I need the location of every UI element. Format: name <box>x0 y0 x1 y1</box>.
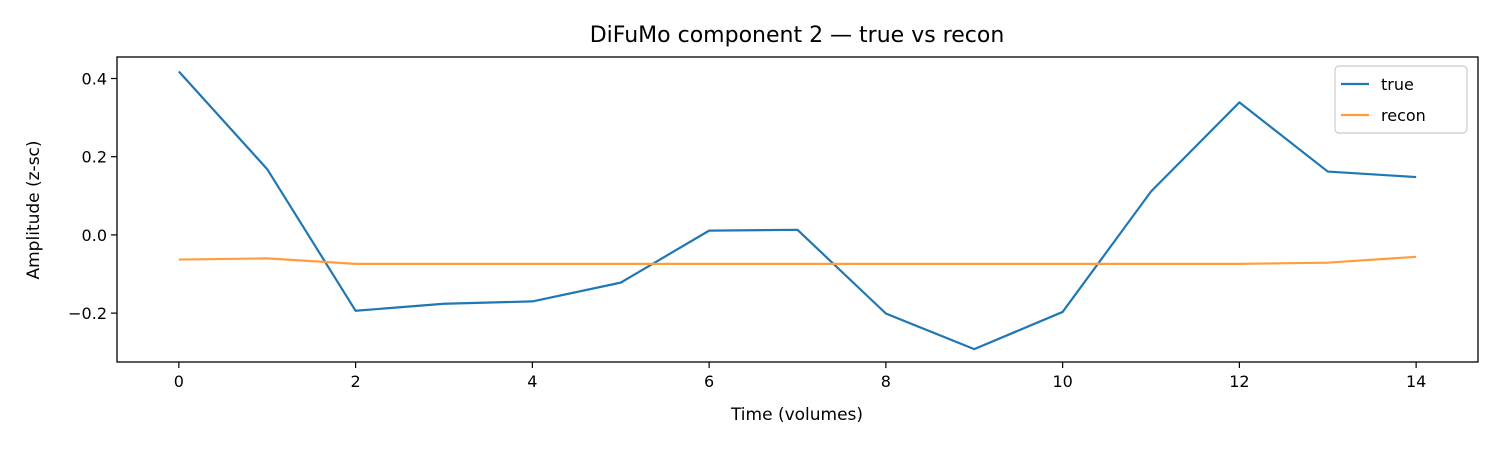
x-axis-label: Time (volumes) <box>730 405 863 425</box>
y-axis-label: Amplitude (z-sc) <box>24 140 44 279</box>
y-tick-label: 0.4 <box>82 70 107 89</box>
legend-label-true: true <box>1381 75 1414 94</box>
plot-area <box>116 56 1479 363</box>
y-tick-label: 0.2 <box>82 148 107 167</box>
x-tick-label: 4 <box>527 372 537 391</box>
x-tick-label: 12 <box>1229 372 1249 391</box>
legend-label-recon: recon <box>1381 106 1426 125</box>
x-tick-label: 0 <box>174 372 184 391</box>
y-tick-label: 0.0 <box>82 226 107 245</box>
y-tick-label: −0.2 <box>68 304 107 323</box>
legend: true recon <box>1334 65 1468 134</box>
x-tick-label: 8 <box>881 372 891 391</box>
y-axis: −0.2 0.0 0.2 0.4 <box>68 70 117 323</box>
chart-title: DiFuMo component 2 — true vs recon <box>590 23 1005 48</box>
axes-frame <box>116 56 1479 363</box>
x-tick-label: 14 <box>1406 372 1426 391</box>
legend-box <box>1334 65 1468 134</box>
x-axis: 0 2 4 6 8 10 12 14 <box>174 362 1426 391</box>
x-tick-label: 2 <box>351 372 361 391</box>
series-line-true <box>178 70 1417 351</box>
series-line-recon <box>178 255 1417 265</box>
x-tick-label: 6 <box>704 372 714 391</box>
x-tick-label: 10 <box>1052 372 1072 391</box>
